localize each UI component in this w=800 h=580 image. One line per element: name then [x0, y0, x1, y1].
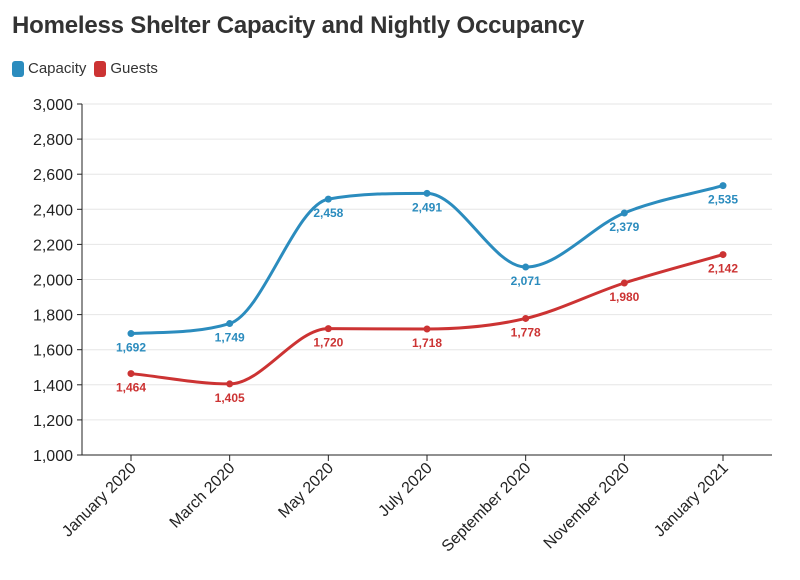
legend-item-guests[interactable]: Guests: [94, 60, 158, 77]
y-tick-label: 1,000: [33, 448, 73, 465]
x-tick-label: January 2020: [59, 460, 140, 541]
data-label-capacity: 2,535: [708, 193, 738, 207]
x-tick-label: July 2020: [375, 460, 436, 521]
data-label-guests: 1,778: [511, 325, 541, 339]
series-line-guests: [130, 253, 724, 386]
data-label-capacity: 1,692: [116, 341, 146, 355]
data-point-guests: [719, 251, 727, 259]
x-tick-label: March 2020: [167, 460, 239, 532]
x-tick-label: September 2020: [439, 460, 535, 556]
data-label-capacity: 1,749: [215, 331, 245, 345]
legend-label-capacity: Capacity: [28, 60, 87, 77]
data-point-capacity: [226, 320, 234, 328]
y-tick-label: 2,600: [33, 167, 73, 184]
chart-title: Homeless Shelter Capacity and Nightly Oc…: [12, 12, 585, 39]
data-label-capacity: 2,458: [313, 206, 343, 220]
data-label-capacity: 2,491: [412, 200, 442, 214]
data-point-guests: [522, 314, 530, 322]
x-tick-label: May 2020: [275, 460, 337, 522]
data-point-guests: [127, 370, 135, 378]
data-point-capacity: [423, 189, 431, 197]
y-tick-label: 1,400: [33, 378, 73, 395]
data-point-capacity: [324, 195, 332, 203]
data-label-guests: 1,720: [313, 336, 343, 350]
data-point-capacity: [127, 330, 135, 338]
data-label-guests: 1,405: [215, 391, 245, 405]
legend-item-capacity[interactable]: Capacity: [12, 60, 86, 77]
data-point-guests: [324, 325, 332, 333]
data-point-guests: [620, 279, 628, 287]
legend-swatch-guests: [94, 60, 107, 77]
data-label-guests: 1,718: [412, 336, 442, 350]
data-point-capacity: [620, 209, 628, 217]
data-point-guests: [226, 380, 234, 388]
data-label-guests: 2,142: [708, 262, 738, 276]
data-label-capacity: 2,379: [609, 220, 639, 234]
data-label-guests: 1,464: [116, 381, 146, 395]
y-tick-label: 2,000: [33, 273, 73, 290]
y-tick-label: 1,200: [33, 413, 73, 430]
y-tick-label: 1,600: [33, 343, 73, 360]
data-label-capacity: 2,071: [511, 274, 541, 288]
legend-swatch-capacity: [12, 60, 24, 77]
data-point-capacity: [522, 263, 530, 271]
legend-label-guests: Guests: [110, 60, 158, 77]
y-tick-label: 2,800: [33, 132, 73, 149]
y-tick-label: 1,800: [33, 308, 73, 325]
x-tick-label: November 2020: [541, 460, 634, 553]
y-tick-label: 2,400: [33, 202, 73, 219]
data-point-guests: [423, 325, 431, 333]
data-label-guests: 1,980: [609, 290, 639, 304]
data-point-capacity: [719, 182, 727, 190]
y-tick-label: 3,000: [33, 97, 73, 114]
legend: Capacity Guests: [12, 60, 166, 77]
x-tick-label: January 2021: [651, 460, 732, 541]
y-tick-label: 2,200: [33, 237, 73, 254]
